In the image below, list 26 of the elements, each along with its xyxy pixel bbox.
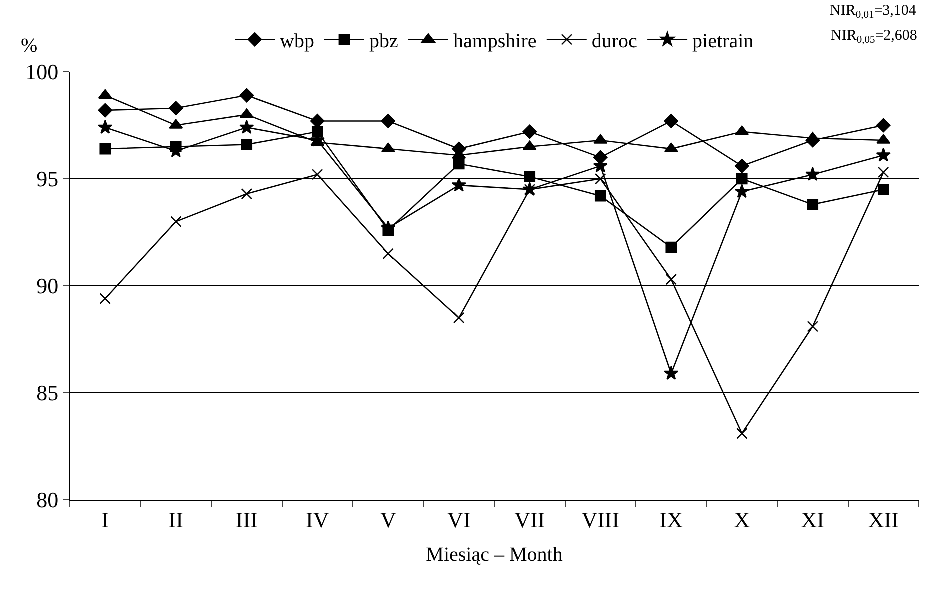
x-tick-label: X [734,507,750,532]
legend-label: hampshire [453,30,537,52]
x-tick-label: III [236,507,258,532]
x-tick-label: VII [514,507,546,532]
legend-label: pbz [369,30,398,52]
x-tick-label: IV [306,507,330,532]
x-tick-label: VIII [582,507,620,532]
x-tick-label: I [102,507,110,532]
y-tick-label: 80 [36,488,59,513]
x-axis-title: Miesiąc – Month [426,544,563,566]
y-tick-label: 85 [36,380,59,406]
y-tick-label: 90 [36,274,59,299]
x-tick-label: VI [448,507,471,532]
x-tick-label: II [168,507,184,532]
y-tick-label: 100 [26,60,59,85]
text: NIR$_{0,05}$=2,608 [831,28,918,46]
x-tick-label: XI [801,507,824,532]
x-tick-label: XII [868,507,899,532]
legend-label: wbp [280,30,314,52]
legend-label: pietrain [692,30,754,52]
y-axis-title: % [21,35,38,57]
x-tick-label: IX [660,507,684,532]
x-tick-label: V [380,507,396,532]
text: NIR$_{0,01}$=3,104 [830,3,917,22]
legend-label: duroc [592,30,638,52]
y-tick-label: 95 [36,166,59,192]
